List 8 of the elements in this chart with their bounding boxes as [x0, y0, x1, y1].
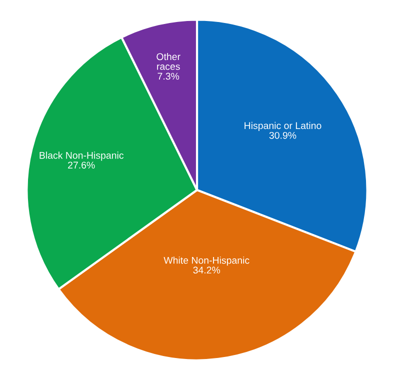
- data-label: 7.3%: [158, 72, 180, 80]
- slice-label: Other races: [156, 52, 180, 70]
- slice-label: Black Non-Hispanic: [40, 152, 124, 161]
- slice-label: White Non-Hispanic: [164, 256, 250, 266]
- slice-label: Hispanic or Latino: [244, 122, 322, 131]
- data-label: 30.9%: [269, 132, 296, 139]
- data-label: 27.6%: [68, 162, 95, 169]
- data-label: 34.2%: [193, 266, 220, 274]
